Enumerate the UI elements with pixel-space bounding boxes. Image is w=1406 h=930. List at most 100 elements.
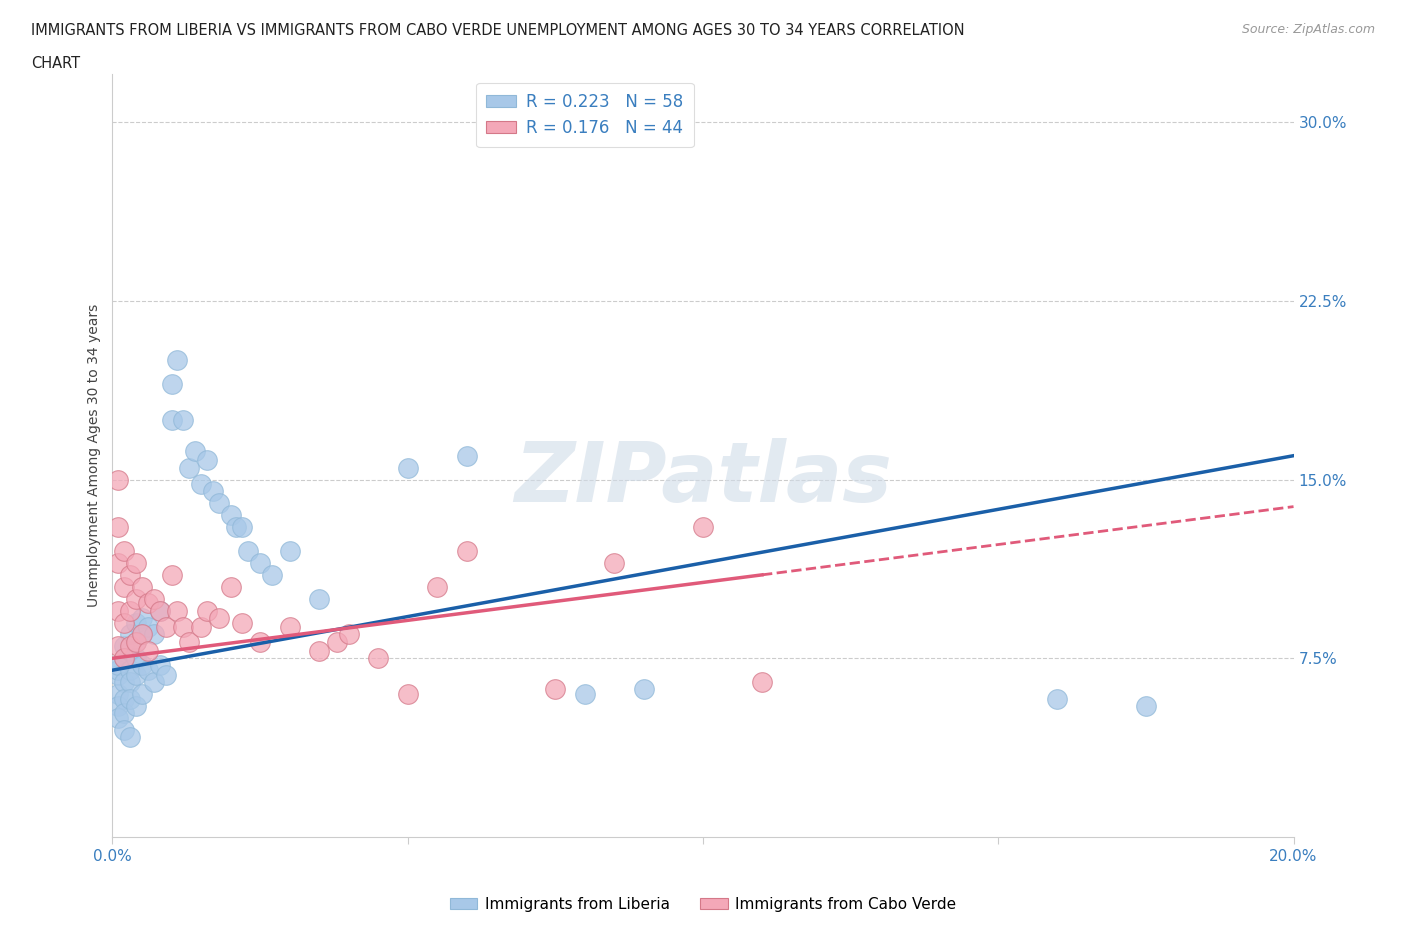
Point bbox=[112, 651, 135, 666]
Point bbox=[160, 413, 183, 428]
Point bbox=[142, 674, 165, 689]
Point bbox=[131, 686, 153, 701]
Point bbox=[112, 615, 135, 630]
Point bbox=[120, 674, 142, 689]
Point bbox=[120, 691, 142, 706]
Legend: R = 0.223   N = 58, R = 0.176   N = 44: R = 0.223 N = 58, R = 0.176 N = 44 bbox=[477, 83, 693, 147]
Point bbox=[249, 555, 271, 570]
Point bbox=[219, 579, 242, 594]
Point bbox=[326, 634, 349, 649]
Point bbox=[136, 620, 159, 635]
Point bbox=[112, 651, 135, 666]
Point bbox=[308, 644, 330, 658]
Point bbox=[231, 520, 253, 535]
Point bbox=[225, 520, 247, 535]
Point bbox=[1046, 691, 1069, 706]
Point bbox=[278, 544, 301, 559]
Point bbox=[172, 620, 194, 635]
Point bbox=[107, 604, 129, 618]
Point bbox=[112, 674, 135, 689]
Point bbox=[131, 627, 153, 642]
Point bbox=[142, 627, 165, 642]
Point bbox=[195, 453, 218, 468]
Point bbox=[1135, 698, 1157, 713]
Point bbox=[120, 627, 142, 642]
Point bbox=[166, 353, 188, 368]
Text: Source: ZipAtlas.com: Source: ZipAtlas.com bbox=[1241, 23, 1375, 36]
Point bbox=[107, 711, 129, 725]
Point bbox=[125, 634, 148, 649]
Point bbox=[190, 477, 212, 492]
Point bbox=[426, 579, 449, 594]
Point bbox=[149, 658, 172, 673]
Point bbox=[107, 555, 129, 570]
Point bbox=[278, 620, 301, 635]
Point bbox=[107, 639, 129, 654]
Point bbox=[125, 615, 148, 630]
Point bbox=[179, 460, 201, 475]
Point bbox=[201, 484, 224, 498]
Y-axis label: Unemployment Among Ages 30 to 34 years: Unemployment Among Ages 30 to 34 years bbox=[87, 304, 101, 607]
Point bbox=[131, 610, 153, 625]
Point bbox=[544, 682, 567, 697]
Point bbox=[120, 729, 142, 744]
Text: IMMIGRANTS FROM LIBERIA VS IMMIGRANTS FROM CABO VERDE UNEMPLOYMENT AMONG AGES 30: IMMIGRANTS FROM LIBERIA VS IMMIGRANTS FR… bbox=[31, 23, 965, 38]
Point bbox=[107, 663, 129, 678]
Point bbox=[125, 651, 148, 666]
Point bbox=[603, 555, 626, 570]
Point bbox=[166, 604, 188, 618]
Point bbox=[456, 544, 478, 559]
Point bbox=[456, 448, 478, 463]
Point bbox=[751, 674, 773, 689]
Point bbox=[396, 686, 419, 701]
Point bbox=[112, 544, 135, 559]
Point bbox=[107, 668, 129, 683]
Point bbox=[208, 610, 231, 625]
Point bbox=[633, 682, 655, 697]
Point bbox=[136, 596, 159, 611]
Point bbox=[155, 620, 177, 635]
Point bbox=[160, 567, 183, 582]
Point bbox=[107, 520, 129, 535]
Point bbox=[112, 691, 135, 706]
Point bbox=[125, 668, 148, 683]
Point bbox=[120, 639, 142, 654]
Point bbox=[131, 658, 153, 673]
Point bbox=[149, 604, 172, 618]
Point bbox=[184, 444, 207, 458]
Point bbox=[120, 567, 142, 582]
Point bbox=[155, 668, 177, 683]
Point bbox=[190, 620, 212, 635]
Point bbox=[120, 604, 142, 618]
Point bbox=[692, 520, 714, 535]
Point bbox=[574, 686, 596, 701]
Point bbox=[231, 615, 253, 630]
Point bbox=[208, 496, 231, 511]
Point bbox=[260, 567, 283, 582]
Point bbox=[131, 579, 153, 594]
Point bbox=[107, 472, 129, 487]
Point bbox=[308, 591, 330, 606]
Point bbox=[125, 634, 148, 649]
Point bbox=[107, 698, 129, 713]
Point bbox=[149, 604, 172, 618]
Point bbox=[219, 508, 242, 523]
Point bbox=[125, 555, 148, 570]
Point bbox=[120, 663, 142, 678]
Point bbox=[249, 634, 271, 649]
Point bbox=[337, 627, 360, 642]
Point bbox=[125, 591, 148, 606]
Point bbox=[125, 698, 148, 713]
Point bbox=[120, 644, 142, 658]
Point bbox=[107, 686, 129, 701]
Point bbox=[112, 639, 135, 654]
Point bbox=[136, 644, 159, 658]
Point bbox=[367, 651, 389, 666]
Point bbox=[238, 544, 260, 559]
Point bbox=[136, 663, 159, 678]
Point bbox=[131, 627, 153, 642]
Point bbox=[172, 413, 194, 428]
Point bbox=[179, 634, 201, 649]
Point bbox=[195, 604, 218, 618]
Point bbox=[112, 579, 135, 594]
